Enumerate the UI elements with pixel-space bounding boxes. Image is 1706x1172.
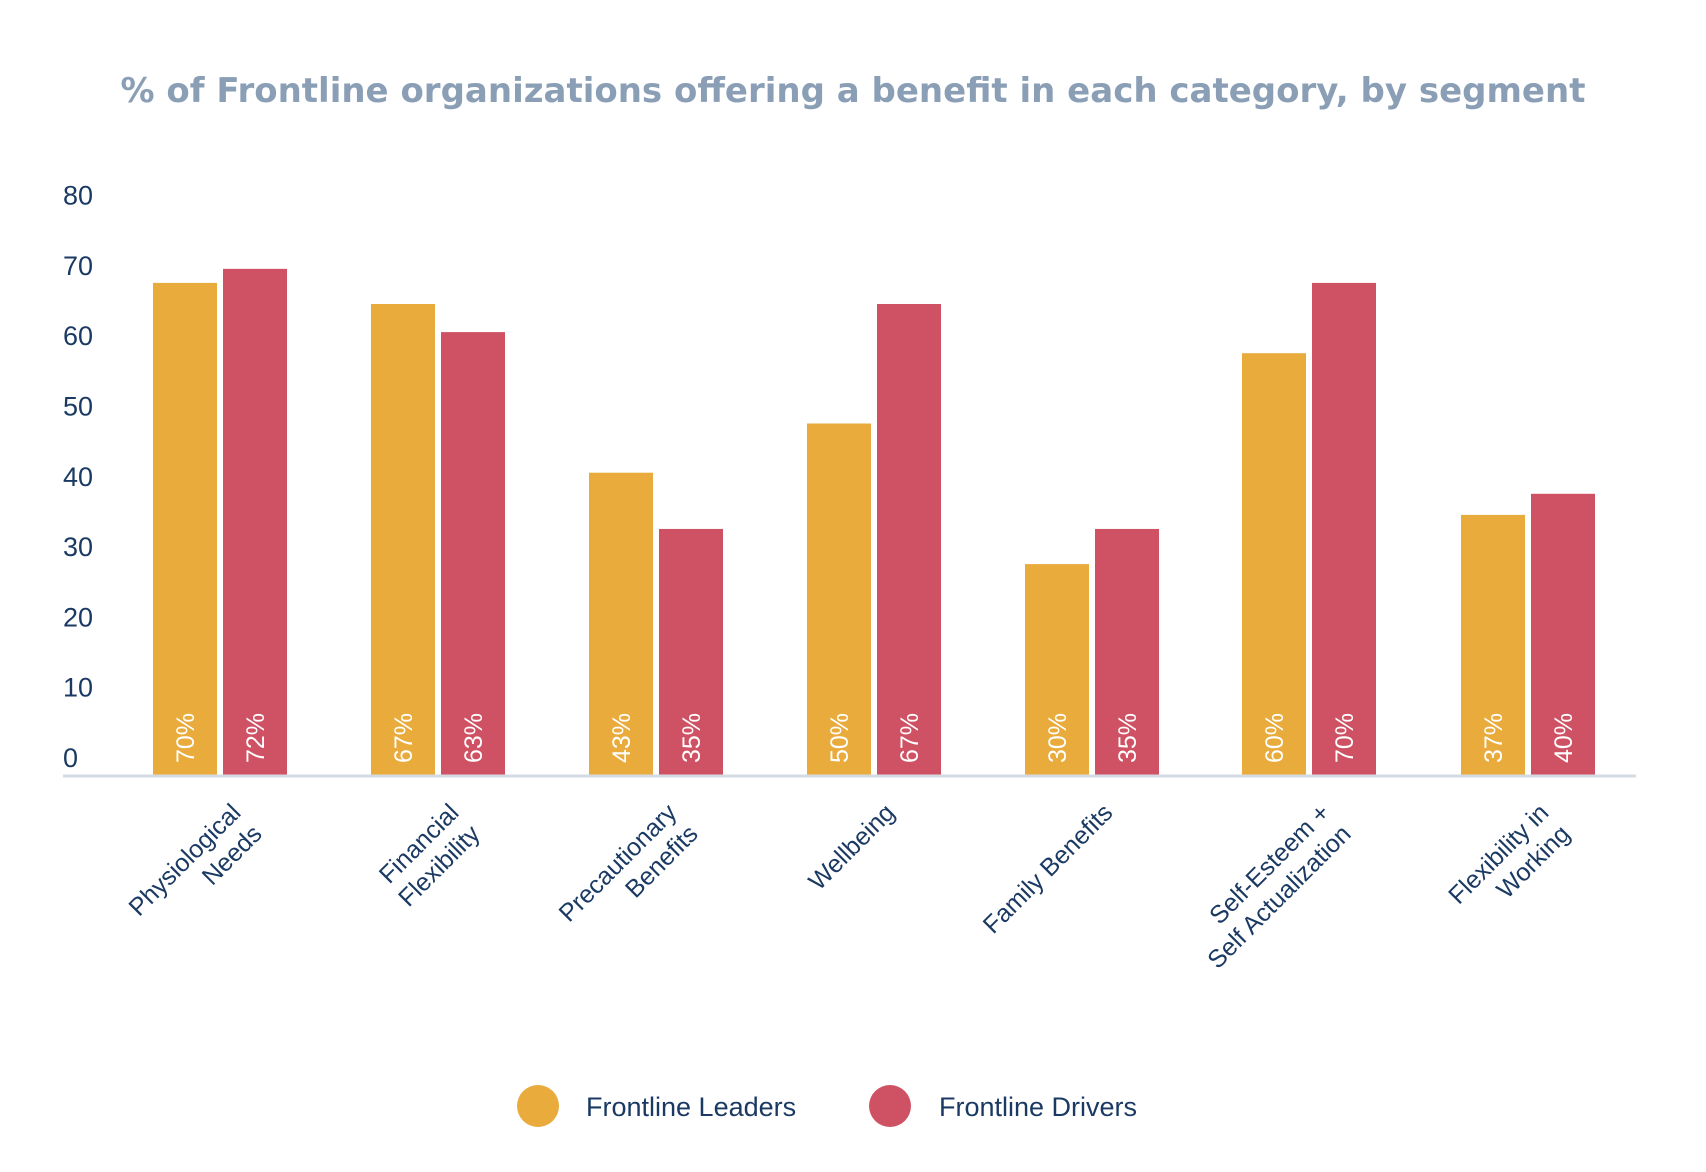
y-tick-label: 60 <box>63 321 93 351</box>
y-tick-label: 10 <box>63 673 93 703</box>
y-tick-label: 80 <box>63 181 93 211</box>
data-label: 67% <box>390 713 418 763</box>
x-tick-label-line: Family Benefits <box>978 799 1119 940</box>
x-tick-label: Self-Esteem +Self Actualization <box>1202 799 1356 975</box>
data-label: 35% <box>678 713 706 763</box>
y-tick-label: 30 <box>63 532 93 562</box>
bar-leaders <box>371 303 435 775</box>
bar-leaders <box>807 423 871 775</box>
bar-drivers <box>441 332 505 775</box>
data-label: 30% <box>1044 713 1072 763</box>
data-label: 72% <box>242 713 270 763</box>
y-tick-label: 40 <box>63 462 93 492</box>
x-tick-label: Family Benefits <box>978 799 1119 940</box>
data-label: 43% <box>608 713 636 763</box>
data-label: 37% <box>1480 713 1508 763</box>
y-tick-label: 50 <box>63 392 93 422</box>
legend-label: Frontline Leaders <box>586 1092 796 1122</box>
x-tick-label: Wellbeing <box>803 799 900 896</box>
legend-label: Frontline Drivers <box>939 1092 1137 1122</box>
bar-drivers <box>1312 282 1376 775</box>
data-label: 67% <box>896 713 924 763</box>
x-tick-label-line: Wellbeing <box>803 799 900 896</box>
data-label: 40% <box>1550 713 1578 763</box>
legend: Frontline Leaders Frontline Drivers <box>517 1085 1137 1127</box>
data-label: 70% <box>172 713 200 763</box>
data-label: 50% <box>826 713 854 763</box>
data-label: 63% <box>460 713 488 763</box>
data-label: 60% <box>1261 713 1289 763</box>
bar-drivers <box>223 268 287 775</box>
bar-leaders <box>1242 353 1306 775</box>
bars: 70% 67% 43% 50% 30% 60% 37% 72% 63% 35% 67% 35% 70% 4… <box>153 268 1595 775</box>
bar-leaders <box>1025 564 1089 775</box>
data-label: 70% <box>1331 713 1359 763</box>
y-axis: 0 10 20 30 40 50 60 70 80 <box>63 181 93 773</box>
legend-swatch <box>869 1085 911 1127</box>
y-tick-label: 70 <box>63 251 93 281</box>
chart-title: % of Frontline organizations offering a … <box>121 71 1586 111</box>
bar-drivers <box>1095 528 1159 775</box>
bar-leaders <box>153 282 217 775</box>
bar-drivers <box>877 303 941 775</box>
bar-leaders <box>1461 514 1525 775</box>
y-tick-label: 0 <box>63 743 78 773</box>
bar-drivers <box>1531 493 1595 775</box>
data-label: 35% <box>1114 713 1142 763</box>
y-tick-label: 20 <box>63 602 93 632</box>
bar-drivers <box>659 528 723 775</box>
legend-swatch <box>517 1085 559 1127</box>
bar-leaders <box>589 472 653 775</box>
